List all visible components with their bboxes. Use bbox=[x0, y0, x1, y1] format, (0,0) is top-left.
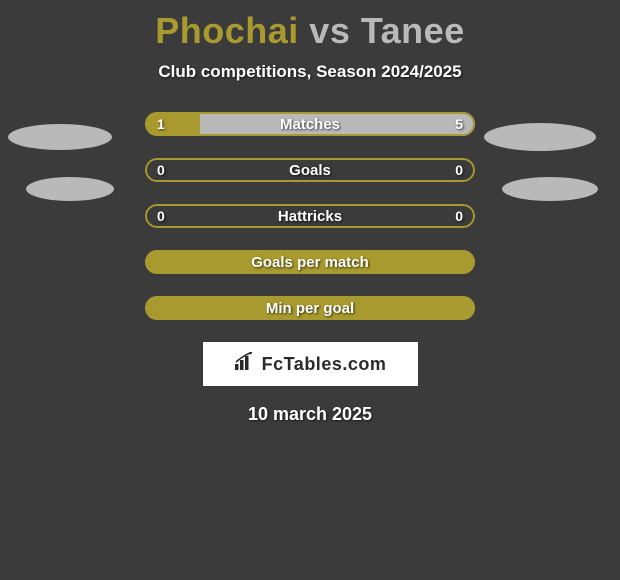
bar-value-left: 0 bbox=[157, 204, 165, 228]
title-left: Phochai bbox=[155, 10, 299, 51]
content-area: Matches15Goals00Hattricks00Goals per mat… bbox=[0, 112, 620, 425]
logo-box: FcTables.com bbox=[203, 342, 418, 386]
page-title: Phochai vs Tanee bbox=[0, 0, 620, 52]
stat-bar-matches: Matches15 bbox=[145, 112, 475, 136]
bars-container: Matches15Goals00Hattricks00Goals per mat… bbox=[145, 112, 475, 320]
chart-icon bbox=[234, 352, 256, 377]
bar-left-fill bbox=[145, 112, 200, 136]
ellipse-left_top bbox=[8, 124, 112, 150]
stat-bar-hattricks: Hattricks0 0 bbox=[145, 204, 475, 228]
bar-right-fill bbox=[310, 296, 475, 320]
ellipse-right_top bbox=[484, 123, 596, 151]
bar-value-right: 0 bbox=[455, 204, 463, 228]
subtitle: Club competitions, Season 2024/2025 bbox=[0, 62, 620, 82]
logo-inner: FcTables.com bbox=[234, 352, 387, 377]
title-vs: vs bbox=[299, 10, 361, 51]
bar-label: Goals bbox=[145, 158, 475, 182]
ellipse-left_mid bbox=[26, 177, 114, 201]
stat-bar-min-per-goal: Min per goal bbox=[145, 296, 475, 320]
stat-bar-goals: Goals0 0 bbox=[145, 158, 475, 182]
bar-label: Hattricks bbox=[145, 204, 475, 228]
stat-bar-goals-per-match: Goals per match bbox=[145, 250, 475, 274]
bar-value-left: 0 bbox=[157, 158, 165, 182]
title-right: Tanee bbox=[361, 10, 465, 51]
bar-right-fill bbox=[310, 250, 475, 274]
bar-value-right: 0 bbox=[455, 158, 463, 182]
bar-left-fill bbox=[145, 250, 310, 274]
ellipse-right_mid bbox=[502, 177, 598, 201]
bar-border bbox=[145, 204, 475, 228]
bar-border bbox=[145, 158, 475, 182]
date-text: 10 march 2025 bbox=[0, 404, 620, 425]
bar-left-fill bbox=[145, 296, 310, 320]
bar-right-fill bbox=[200, 112, 475, 136]
logo-text: FcTables.com bbox=[262, 354, 387, 375]
